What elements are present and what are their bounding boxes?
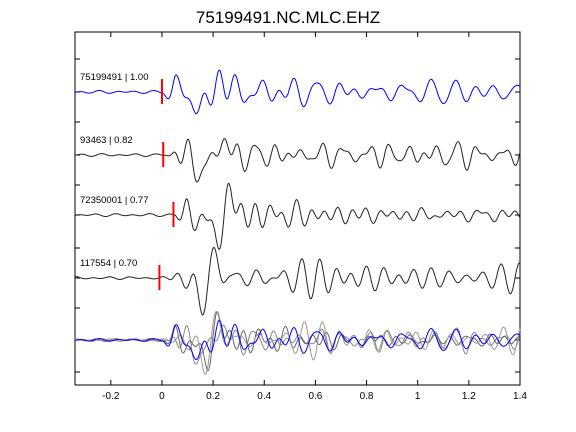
- axes-box: [74, 31, 521, 386]
- stack-line-1: [75, 319, 521, 361]
- x-tick-label: 0.2: [206, 391, 220, 402]
- trace-label-4: 117554 | 0.70: [80, 258, 137, 269]
- stack-line-4: [75, 310, 521, 375]
- pick-markers: [158, 79, 175, 290]
- waveform-traces: [74, 69, 521, 316]
- x-axis-ticks: -0.2 0 0.2 0.4 0.6 0.8 1 1.2 1.4: [75, 32, 527, 402]
- stack-line-3: [74, 311, 521, 372]
- x-tick-label: 0.4: [257, 391, 271, 402]
- trace-line-1: [74, 69, 521, 115]
- x-tick-label: 0.6: [308, 391, 322, 402]
- trace-label-3: 72350001 | 0.77: [80, 195, 149, 206]
- x-tick-label: 1.4: [513, 391, 527, 402]
- trace-line-2: [74, 138, 521, 183]
- trace-label-1: 75199491 | 1.00: [80, 72, 149, 83]
- trace-line-4: [74, 246, 521, 316]
- x-tick-label: 1: [415, 391, 421, 402]
- x-tick-label: 0.8: [360, 391, 374, 402]
- trace-line-3: [74, 182, 521, 251]
- trace-labels: 75199491 | 1.00 93463 | 0.82 72350001 | 0.…: [80, 72, 149, 269]
- stacked-traces: [74, 310, 521, 375]
- trace-label-2: 93463 | 0.82: [80, 135, 133, 146]
- chart-title: 75199491.NC.MLC.EHZ: [195, 8, 381, 27]
- x-tick-label: -0.2: [102, 391, 120, 402]
- x-tick-label: 1.2: [462, 391, 476, 402]
- axes-frame: [74, 31, 521, 386]
- x-tick-label: 0: [159, 391, 165, 402]
